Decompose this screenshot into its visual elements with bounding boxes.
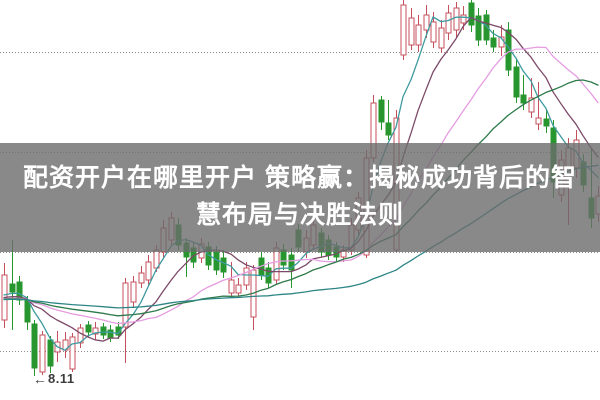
ma-20-line bbox=[3, 46, 599, 325]
lowest-price-value: 8.11 bbox=[48, 371, 75, 386]
ma-10-line bbox=[3, 16, 599, 342]
headline-text-line1: 配资开户在哪里开户 策略赢：揭秘成功背后的智 bbox=[23, 164, 577, 192]
ma-30-line bbox=[3, 79, 599, 317]
headline-overlay-band: 配资开户在哪里开户 策略赢：揭秘成功背后的智 慧布局与决胜法则 bbox=[0, 143, 600, 252]
headline-text-line2: 慧布局与决胜法则 bbox=[195, 201, 404, 229]
lowest-price-annotation: ← 8.11 bbox=[33, 371, 75, 386]
ma-fast-line bbox=[3, 16, 599, 351]
left-arrow-icon: ← bbox=[33, 370, 47, 387]
